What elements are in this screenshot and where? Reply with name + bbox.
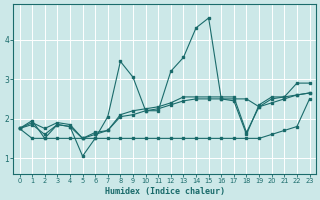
X-axis label: Humidex (Indice chaleur): Humidex (Indice chaleur): [105, 187, 225, 196]
